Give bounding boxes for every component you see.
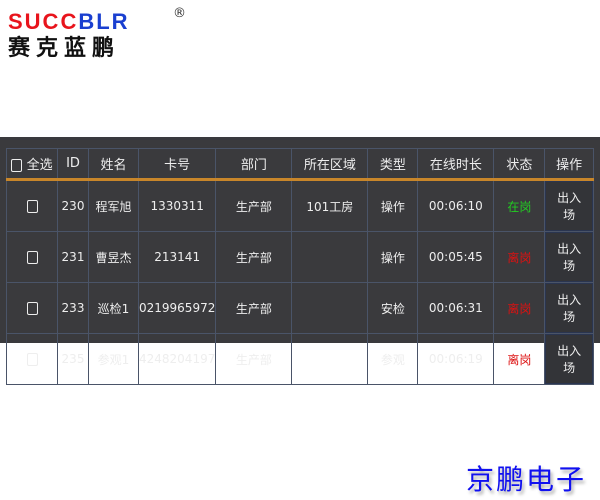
cell-dept: 生产部 — [215, 333, 293, 385]
brand-logo: SUCCBLR ® 赛克蓝鹏 — [8, 6, 186, 62]
table-header: 全选 ID 姓名 卡号 部门 所在区域 类型 在线时长 状态 操作 — [6, 148, 594, 181]
entry-exit-button[interactable]: 出入场 — [545, 334, 593, 384]
header-type: 类型 — [367, 148, 419, 181]
cell-id: 235 — [57, 333, 89, 385]
cell-name: 参观1 — [88, 333, 139, 385]
table-row: 233 巡检1 0219965972 生产部 安检 00:06:31 离岗 出入… — [6, 282, 594, 334]
cell-card: 213141 — [137, 231, 217, 283]
header-id: ID — [57, 148, 89, 181]
status-badge: 在岗 — [493, 179, 546, 232]
table-row: 231 曹昱杰 213141 生产部 操作 00:05:45 离岗 出入场 — [6, 231, 594, 283]
cell-id: 233 — [57, 282, 89, 334]
header-card: 卡号 — [137, 148, 217, 181]
registered-mark: ® — [173, 6, 186, 21]
cell-dept: 生产部 — [215, 179, 293, 232]
cell-online: 00:06:31 — [417, 282, 495, 334]
cell-online: 00:06:10 — [417, 179, 495, 232]
status-badge: 离岗 — [493, 333, 546, 385]
cell-card: 4248204197 — [137, 333, 217, 385]
header-action: 操作 — [544, 148, 594, 181]
row-checkbox[interactable] — [26, 353, 38, 366]
footer-brand: 京鹏电子 — [466, 463, 587, 496]
cell-area — [291, 231, 369, 283]
header-online: 在线时长 — [417, 148, 495, 181]
cell-name: 曹昱杰 — [88, 231, 139, 283]
cell-type: 操作 — [367, 179, 419, 232]
cell-card: 1330311 — [137, 179, 217, 232]
entry-exit-button[interactable]: 出入场 — [545, 283, 593, 333]
select-all-checkbox[interactable] — [11, 159, 23, 172]
cell-type: 操作 — [367, 231, 419, 283]
cell-area: 101工房 — [291, 179, 369, 232]
header-dept: 部门 — [215, 148, 293, 181]
cell-name: 巡检1 — [88, 282, 139, 334]
row-checkbox[interactable] — [26, 251, 38, 264]
cell-name: 程军旭 — [88, 179, 139, 232]
table-row: 235 参观1 4248204197 生产部 参观 00:06:19 离岗 出入… — [6, 333, 594, 385]
row-checkbox[interactable] — [26, 302, 38, 315]
cell-online: 00:05:45 — [417, 231, 495, 283]
cell-dept: 生产部 — [215, 231, 293, 283]
logo-english: SUCCBLR — [8, 9, 130, 34]
select-all-header[interactable]: 全选 — [6, 148, 58, 181]
header-name: 姓名 — [88, 148, 139, 181]
cell-dept: 生产部 — [215, 282, 293, 334]
row-checkbox[interactable] — [26, 200, 38, 213]
entry-exit-button[interactable]: 出入场 — [545, 232, 593, 282]
logo-chinese: 赛克蓝鹏 — [8, 35, 121, 61]
cell-area — [291, 282, 369, 334]
header-status: 状态 — [493, 148, 546, 181]
cell-type: 参观 — [367, 333, 419, 385]
personnel-table: 全选 ID 姓名 卡号 部门 所在区域 类型 在线时长 状态 操作 230 程军… — [6, 148, 594, 385]
status-badge: 离岗 — [493, 231, 546, 283]
cell-area — [291, 333, 369, 385]
cell-card: 0219965972 — [137, 282, 217, 334]
status-badge: 离岗 — [493, 282, 546, 334]
cell-type: 安检 — [367, 282, 419, 334]
personnel-panel: 全选 ID 姓名 卡号 部门 所在区域 类型 在线时长 状态 操作 230 程军… — [0, 137, 600, 385]
entry-exit-button[interactable]: 出入场 — [545, 181, 593, 231]
table-row: 230 程军旭 1330311 生产部 101工房 操作 00:06:10 在岗… — [6, 179, 594, 232]
cell-online: 00:06:19 — [417, 333, 495, 385]
cell-id: 230 — [57, 179, 89, 232]
cell-id: 231 — [57, 231, 89, 283]
header-area: 所在区域 — [291, 148, 369, 181]
